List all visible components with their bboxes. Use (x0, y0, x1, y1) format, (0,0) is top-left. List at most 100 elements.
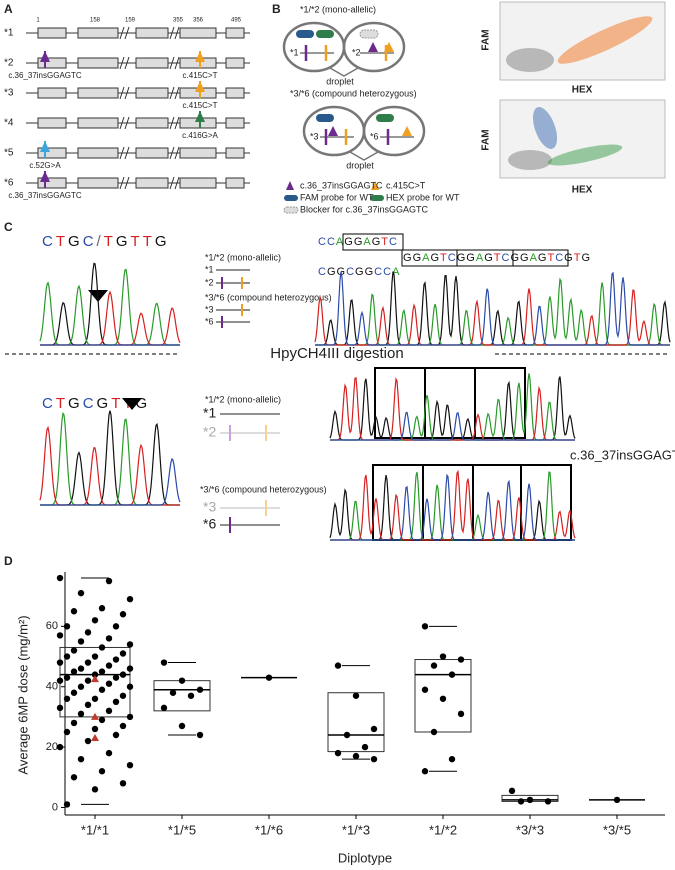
point (105, 635, 113, 642)
point (105, 577, 113, 585)
exon (225, 57, 245, 69)
intron-break (119, 116, 180, 130)
trace (39, 268, 180, 346)
position-label: 495 (231, 18, 242, 24)
allele-diagrams (220, 413, 280, 533)
point (70, 689, 78, 696)
point (91, 617, 99, 624)
x-tick-label: *1/*2 (429, 822, 457, 837)
allele-label: *3 (203, 499, 216, 515)
point (56, 632, 64, 639)
point (70, 774, 78, 781)
exon (225, 177, 245, 189)
allele-label: *2 (205, 277, 214, 287)
droplet-label: droplet (326, 76, 354, 86)
point (91, 786, 99, 793)
legend-icons (283, 181, 384, 214)
point (126, 713, 134, 721)
trace (315, 277, 670, 346)
point (334, 749, 342, 757)
mean-marker (91, 712, 99, 720)
point (421, 768, 429, 775)
point (105, 662, 113, 669)
point (265, 674, 273, 681)
mean-marker (91, 675, 99, 683)
variant-marker (195, 81, 205, 92)
allele-label: *1 (290, 47, 299, 57)
allele-name: *5 (4, 148, 14, 159)
variant-label: c.416G>A (182, 131, 218, 140)
exon (37, 27, 67, 39)
exon (225, 147, 245, 159)
legend-entry: Blocker for c.36_37insGGAGTC (300, 204, 429, 214)
point (84, 659, 92, 666)
point (112, 674, 120, 681)
point (352, 752, 360, 760)
exon (37, 87, 67, 99)
allele-label: *2 (203, 424, 216, 440)
exon (135, 27, 169, 39)
exon (37, 57, 67, 69)
point (448, 755, 456, 763)
point (544, 798, 552, 805)
point (70, 668, 78, 675)
x-tick-label: *1/*6 (255, 822, 283, 837)
point (160, 704, 168, 712)
point (105, 680, 113, 687)
variant-marker (195, 51, 205, 62)
point (178, 722, 186, 730)
sequence: CGGCGGCCA (318, 266, 400, 278)
allele-label: *6 (205, 316, 214, 326)
point (430, 662, 438, 669)
y-label: FAM (481, 29, 492, 50)
point (439, 653, 447, 660)
point (56, 659, 64, 666)
variant-label: c.415C>T (183, 71, 218, 80)
point (119, 671, 127, 678)
trace (330, 411, 575, 441)
exon (77, 57, 119, 69)
point (56, 743, 64, 751)
point (77, 589, 85, 597)
cut-arrow (88, 290, 142, 410)
box (327, 692, 385, 753)
variant-marker (40, 141, 50, 152)
mean-marker (91, 734, 99, 742)
case-label: *1/*2 (mono-allelic) (205, 394, 281, 404)
allele-label: *1 (203, 405, 216, 421)
allele-label: *6 (370, 131, 379, 141)
allele-name: *2 (4, 58, 14, 69)
point (105, 749, 113, 757)
y-label: FAM (481, 129, 492, 150)
exon (135, 147, 169, 159)
insertion-label: c.36_37insGGAGTC (570, 447, 675, 462)
trace (40, 410, 180, 506)
variant-label: c.36_37insGGAGTC (8, 191, 82, 200)
legend-entry: FAM probe for WT (300, 192, 374, 202)
point (421, 623, 429, 630)
point (126, 683, 134, 690)
point (84, 737, 92, 745)
allele-label: *2 (352, 47, 361, 57)
point (63, 653, 71, 660)
point (361, 743, 369, 751)
point (70, 608, 78, 615)
point (457, 656, 465, 663)
point (84, 629, 92, 636)
point (98, 605, 106, 612)
point (334, 662, 342, 669)
x-label: HEX (572, 185, 593, 196)
exon (37, 147, 67, 159)
point (91, 695, 99, 702)
point (126, 595, 134, 603)
allele-name: *4 (4, 118, 14, 129)
exon (135, 57, 169, 69)
droplets (282, 21, 426, 161)
point (196, 731, 204, 739)
point (98, 668, 106, 675)
case-label: *1/*2 (mono-allelic) (300, 4, 376, 14)
point (70, 647, 78, 654)
point (508, 787, 516, 795)
point (112, 698, 120, 706)
